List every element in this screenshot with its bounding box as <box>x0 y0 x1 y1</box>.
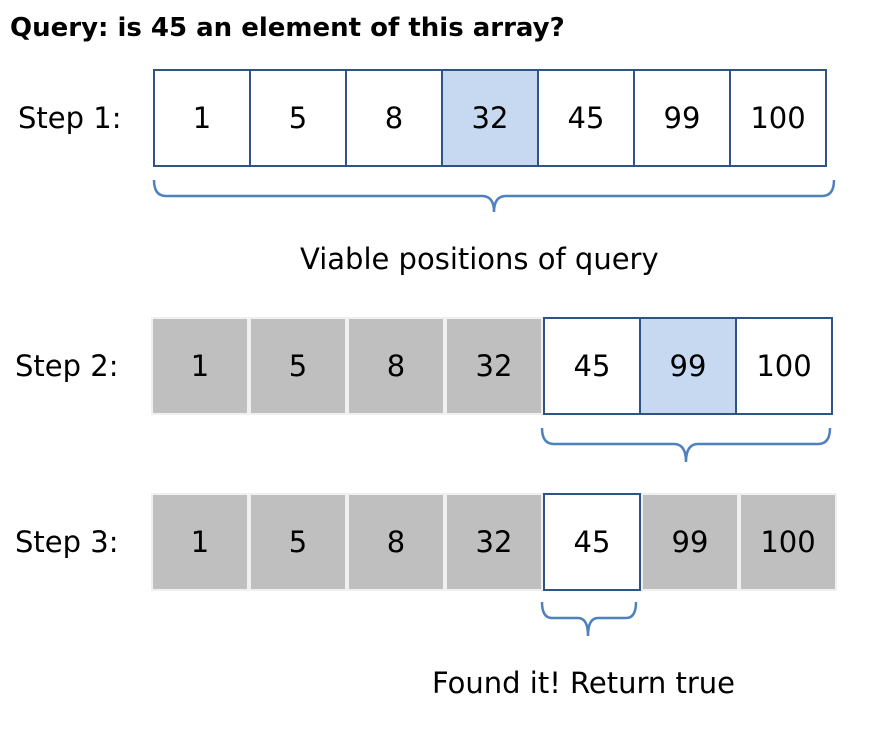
step-2-label: Step 2: <box>15 349 119 383</box>
step-3-array: 1 5 8 32 45 99 100 <box>151 493 837 591</box>
page-title: Query: is 45 an element of this array? <box>10 13 565 43</box>
midpoint-cell: 99 <box>639 317 737 415</box>
viable-cell: 8 <box>345 69 443 167</box>
eliminated-cell: 8 <box>347 493 445 591</box>
eliminated-cell: 1 <box>151 317 249 415</box>
eliminated-cell: 32 <box>445 493 543 591</box>
viable-cell: 1 <box>153 69 251 167</box>
step-3-label: Step 3: <box>15 525 119 559</box>
bracket-path <box>152 179 836 213</box>
eliminated-cell: 5 <box>249 493 347 591</box>
step-2-array: 1 5 8 32 45 99 100 <box>151 317 833 415</box>
viable-cell: 100 <box>729 69 827 167</box>
eliminated-cell: 1 <box>151 493 249 591</box>
eliminated-cell: 32 <box>445 317 543 415</box>
step-1-array: 1 5 8 32 45 99 100 <box>153 69 827 167</box>
viable-cell: 45 <box>543 317 641 415</box>
bracket-path <box>540 601 638 637</box>
viable-cell: 45 <box>537 69 635 167</box>
step-2-bracket <box>540 427 832 463</box>
eliminated-cell: 100 <box>739 493 837 591</box>
step-1-caption: Viable positions of query <box>300 242 659 276</box>
viable-cell: 99 <box>633 69 731 167</box>
midpoint-cell: 32 <box>441 69 539 167</box>
step-3-bracket <box>540 601 638 637</box>
eliminated-cell: 8 <box>347 317 445 415</box>
viable-cell: 45 <box>543 493 641 591</box>
eliminated-cell: 99 <box>641 493 739 591</box>
eliminated-cell: 5 <box>249 317 347 415</box>
step-3-caption: Found it! Return true <box>432 666 736 700</box>
viable-cell: 5 <box>249 69 347 167</box>
bracket-path <box>540 427 832 463</box>
viable-cell: 100 <box>735 317 833 415</box>
step-1-bracket <box>152 179 836 213</box>
step-1-label: Step 1: <box>18 101 122 135</box>
